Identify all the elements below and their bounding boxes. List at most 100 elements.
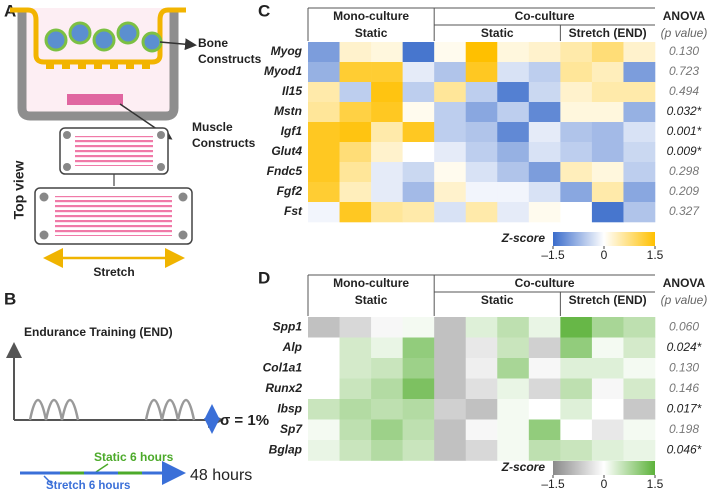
heat-cell: [560, 317, 593, 338]
heat-cell: [497, 419, 530, 441]
heat-cell: [497, 62, 530, 83]
heat-cell: [308, 440, 340, 461]
heat-cell: [623, 102, 656, 123]
p-value: 0.060: [669, 319, 699, 333]
arrow: [159, 38, 197, 51]
heat-cell: [591, 378, 624, 400]
heat-cell: [591, 202, 624, 223]
heat-cell: [623, 399, 656, 420]
heat-cell: [371, 62, 403, 83]
heat-cell: [339, 419, 372, 441]
heat-cell: [623, 182, 656, 203]
heat-cell: [528, 440, 561, 461]
heat-cell: [560, 42, 593, 63]
colorbar-title: Z-score: [501, 231, 546, 245]
heat-cell: [560, 358, 593, 379]
heat-cell: [308, 317, 340, 338]
heat-cell: [371, 122, 403, 143]
heat-cell: [465, 162, 498, 183]
heat-cell: [497, 162, 530, 183]
heat-cell: [591, 358, 624, 379]
label: Constructs: [198, 52, 262, 66]
heat-cell: [434, 419, 467, 441]
heat-cell: [402, 399, 435, 420]
stripes: [75, 136, 153, 166]
row-label: Igf1: [281, 124, 303, 138]
row-label: Sp7: [280, 422, 303, 436]
label: σ = 1%: [220, 412, 269, 429]
heat-cell: [434, 62, 467, 83]
heat-cell: [465, 419, 498, 441]
p-value: 0.024*: [667, 340, 702, 354]
group-header: Mono-culture: [333, 9, 409, 23]
label: Static 6 hours: [94, 450, 174, 464]
heat-cell: [623, 358, 656, 379]
subgroup-header: Static: [481, 26, 514, 40]
heat-cell: [371, 399, 403, 420]
heat-cell: [528, 42, 561, 63]
heat-cell: [497, 378, 530, 400]
heat-cell: [591, 317, 624, 338]
heat-cell: [371, 182, 403, 203]
heat-cell: [434, 102, 467, 123]
heat-cell: [497, 317, 530, 338]
heat-cell: [402, 378, 435, 400]
heat-cell: [591, 62, 624, 83]
heat-cell: [339, 122, 372, 143]
heat-cell: [402, 122, 435, 143]
heat-cell: [623, 82, 656, 103]
row-label: Ibsp: [277, 401, 302, 415]
label: 48 hours: [190, 467, 252, 484]
heat-cell: [308, 142, 340, 163]
colorbar: [553, 461, 655, 475]
row-label: Glut4: [271, 144, 302, 158]
p-value: 0.017*: [667, 401, 702, 415]
heat-cell: [560, 162, 593, 183]
p-value: 0.146: [669, 381, 699, 395]
heat-cell: [528, 358, 561, 379]
p-value: 0.001*: [667, 124, 702, 138]
heat-cell: [560, 440, 593, 461]
heat-cell: [623, 419, 656, 441]
heat-cell: [560, 419, 593, 441]
heat-cell: [465, 142, 498, 163]
colorbar-tick-label: –1.5: [541, 477, 565, 491]
heat-cell: [465, 358, 498, 379]
subgroup-header: Static: [355, 293, 388, 307]
heat-cell: [434, 440, 467, 461]
row-label: Myod1: [264, 64, 302, 78]
heat-cell: [497, 142, 530, 163]
heat-cell: [560, 62, 593, 83]
label: Top view: [11, 160, 27, 219]
posts: [39, 192, 188, 240]
heat-cell: [402, 82, 435, 103]
heat-cell: [371, 317, 403, 338]
heat-cell: [371, 419, 403, 441]
heat-cell: [623, 142, 656, 163]
heat-cell: [465, 62, 498, 83]
heat-cell: [591, 102, 624, 123]
heat-cell: [465, 317, 498, 338]
panel-label: D: [258, 268, 270, 287]
heat-cell: [465, 102, 498, 123]
heat-cell: [465, 42, 498, 63]
heat-cell: [528, 337, 561, 359]
label: Endurance Training (END): [24, 325, 173, 339]
heat-cell: [497, 42, 530, 63]
row-label: Runx2: [265, 381, 302, 395]
heat-cell: [339, 162, 372, 183]
heat-cell: [434, 122, 467, 143]
heat-cell: [339, 358, 372, 379]
heat-cell: [591, 440, 624, 461]
heat-cell: [371, 142, 403, 163]
heat-cell: [497, 122, 530, 143]
heat-cell: [465, 202, 498, 223]
heat-cell: [402, 62, 435, 83]
heat-cell: [465, 378, 498, 400]
heat-cell: [465, 399, 498, 420]
heat-cell: [371, 102, 403, 123]
heat-cell: [560, 337, 593, 359]
heat-cell: [308, 399, 340, 420]
heat-cell: [623, 440, 656, 461]
